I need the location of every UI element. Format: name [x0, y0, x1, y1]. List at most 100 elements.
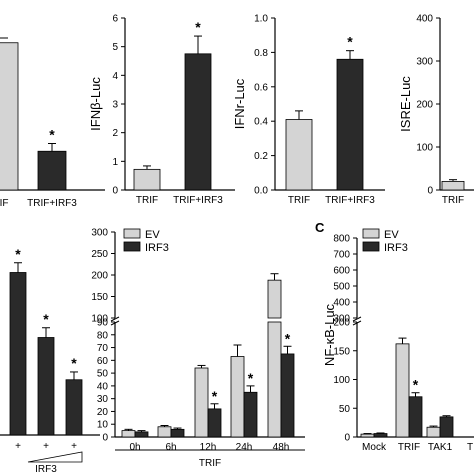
- significance-star: *: [347, 34, 353, 50]
- axis-break: [110, 316, 120, 322]
- y-tick-label: 100: [91, 314, 108, 325]
- axis-break: [110, 320, 120, 326]
- bar: [230, 356, 245, 438]
- y-tick-label: 50: [97, 369, 109, 380]
- x-tick-label: TRIF: [398, 442, 420, 453]
- y-tick-label: 0.0: [254, 186, 268, 197]
- y-tick-label: 200: [416, 100, 433, 111]
- significance-star: *: [212, 388, 218, 404]
- y-tick-label: 3: [112, 100, 118, 111]
- y-tick-label: 0.4: [254, 117, 268, 128]
- y-tick-label: 150: [333, 346, 350, 357]
- bar: [441, 180, 465, 191]
- significance-star: *: [413, 377, 419, 393]
- x-tick-label: +: [15, 441, 21, 452]
- group-label: IRF3: [35, 464, 57, 474]
- x-tick-label: 0h: [129, 442, 140, 453]
- y-axis-title: NF-κB-Luc: [322, 303, 337, 366]
- y-tick-label: 6: [112, 14, 118, 25]
- bar: [170, 428, 185, 438]
- bar: [65, 379, 83, 436]
- y-tick-label: 2: [112, 128, 118, 139]
- tick-label: TRIF+IRF3: [27, 198, 77, 209]
- bar: [285, 119, 313, 191]
- bar: [194, 367, 209, 438]
- axis-break: [352, 320, 362, 326]
- panel-ifnr: 0.0 0.2 0.4 0.6 0.8 1.0 TRIF * TRIF+IRF3: [254, 14, 385, 206]
- y-tick-label: 1.0: [254, 14, 268, 25]
- y-tick-label: 100: [416, 143, 433, 154]
- significance-star: *: [71, 355, 77, 371]
- y-tick-label: 400: [333, 298, 350, 309]
- y-tick-label: 700: [333, 250, 350, 261]
- axis-break: [352, 316, 362, 322]
- bar: [426, 426, 441, 438]
- significance-star: *: [43, 311, 49, 327]
- y-tick-label: 0: [427, 186, 433, 197]
- y-tick-label: 30: [97, 394, 109, 405]
- bar: [243, 391, 258, 438]
- x-tick-label: TRIF+IRF3: [173, 195, 223, 206]
- x-tick-label: 48h: [273, 442, 290, 453]
- x-tick-label: Mock: [362, 442, 387, 453]
- bar: [439, 416, 454, 438]
- x-tick-label: T: [467, 442, 473, 453]
- legend-label: EV: [384, 229, 399, 241]
- y-tick-label: 300: [333, 314, 350, 325]
- y-tick-label: 0.6: [254, 82, 268, 93]
- panel-isre: 0 100 200 300 400 TRIF: [416, 14, 474, 206]
- bar: [360, 433, 375, 438]
- bar: [157, 426, 172, 438]
- bar: [267, 321, 282, 438]
- y-axis-title: IFNr-Luc: [232, 78, 247, 129]
- x-axis-title: TRIF: [199, 458, 221, 469]
- dose-wedge: [27, 451, 83, 463]
- bar: [37, 337, 55, 436]
- y-tick-label: 600: [333, 266, 350, 277]
- significance-star: *: [49, 127, 55, 143]
- bar: [373, 433, 388, 438]
- y-tick-label: 0.2: [254, 151, 268, 162]
- significance-star: *: [15, 246, 21, 262]
- panel-ifnb: 0 1 2 3 4 5 6 TRIF * TRIF+IRF3: [112, 14, 235, 206]
- y-tick-label: 500: [333, 282, 350, 293]
- legend-label: IRF3: [384, 242, 408, 254]
- x-tick-label: 12h: [200, 442, 217, 453]
- y-tick-label: 200: [333, 318, 350, 329]
- y-tick-label: 40: [97, 381, 109, 392]
- bar: [0, 42, 19, 191]
- y-tick-label: 0: [344, 433, 350, 444]
- x-tick-label: TAK1: [428, 442, 453, 453]
- y-tick-label: 50: [339, 404, 351, 415]
- y-tick-label: 300: [416, 57, 433, 68]
- legend-label: EV: [145, 229, 160, 241]
- significance-star: *: [195, 19, 201, 35]
- bar: [121, 430, 136, 438]
- bar: [207, 408, 222, 438]
- tick-label: IF: [0, 198, 8, 209]
- y-tick-label: 800: [333, 234, 350, 245]
- bar: [184, 53, 212, 191]
- bar: [9, 272, 27, 436]
- y-tick-label: 80: [97, 330, 109, 341]
- y-tick-label: 200: [91, 271, 108, 282]
- y-tick-label: 0: [102, 433, 108, 444]
- y-tick-label: 20: [97, 407, 109, 418]
- y-tick-label: 90: [97, 318, 109, 329]
- y-axis-title: IFNβ-Luc: [88, 77, 103, 131]
- x-tick-label: 6h: [165, 442, 176, 453]
- bar: [133, 168, 161, 191]
- x-tick-label: 24h: [236, 442, 253, 453]
- x-tick-label: TRIF: [442, 195, 464, 206]
- bar: [37, 150, 67, 191]
- y-tick-label: 150: [91, 292, 108, 303]
- y-axis-title: ISRE-Luc: [398, 76, 413, 132]
- y-tick-label: 60: [97, 356, 109, 367]
- panel-5-partial: * + * + * + IRF3: [0, 246, 100, 474]
- x-tick-label: +: [71, 441, 77, 452]
- panel-label-c: C: [315, 220, 325, 235]
- legend-swatch: [123, 241, 141, 252]
- significance-star: *: [285, 330, 291, 346]
